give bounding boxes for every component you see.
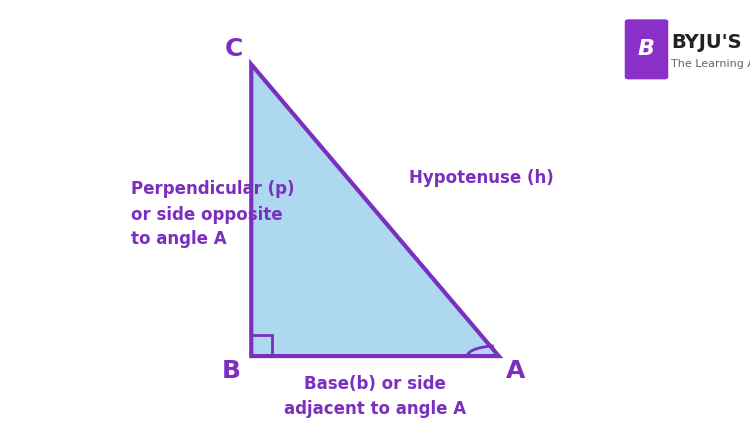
Text: Perpendicular (p)
or side opposite
to angle A: Perpendicular (p) or side opposite to an…	[131, 181, 295, 248]
Text: C: C	[225, 37, 243, 61]
Text: B: B	[221, 359, 241, 383]
Text: Base(b) or side
adjacent to angle A: Base(b) or side adjacent to angle A	[284, 375, 466, 418]
Bar	[251, 335, 272, 356]
Polygon shape	[251, 64, 499, 356]
Text: A: A	[506, 359, 526, 383]
Text: B: B	[638, 39, 655, 59]
FancyBboxPatch shape	[625, 19, 668, 79]
Text: BYJU'S: BYJU'S	[671, 33, 742, 52]
Text: Hypotenuse (h): Hypotenuse (h)	[409, 169, 554, 187]
Text: The Learning App: The Learning App	[671, 59, 750, 69]
